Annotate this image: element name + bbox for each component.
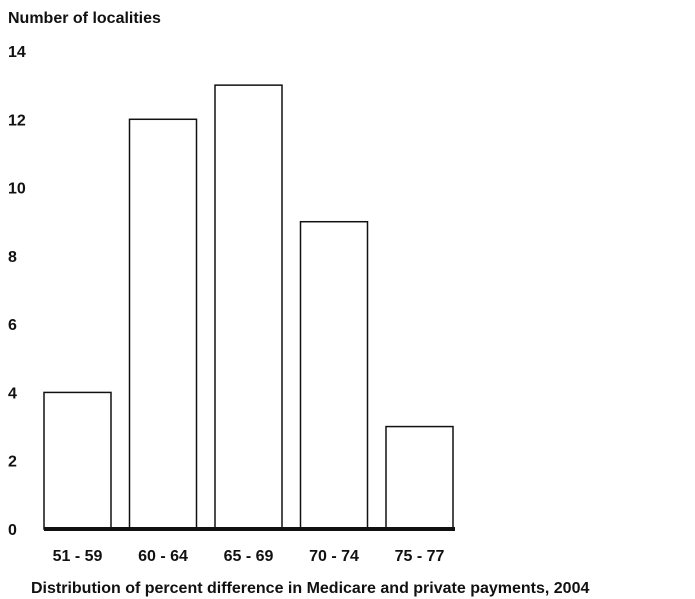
x-tick-label: 75 - 77	[395, 548, 445, 565]
y-tick-label: 12	[8, 112, 26, 129]
bar-60-64	[130, 119, 197, 529]
y-tick-label: 4	[8, 385, 17, 402]
x-axis-label: Distribution of percent difference in Me…	[31, 580, 589, 597]
y-axis-label: Number of localities	[8, 10, 161, 27]
y-axis-ticks: 0 2 4 6 8 10 12 14	[8, 44, 26, 539]
x-tick-label: 60 - 64	[138, 548, 188, 565]
bar-65-69	[215, 85, 282, 529]
y-tick-label: 8	[8, 249, 17, 266]
y-tick-label: 2	[8, 454, 17, 471]
y-tick-label: 14	[8, 44, 26, 61]
bar-75-77	[386, 427, 453, 529]
y-tick-label: 10	[8, 181, 26, 198]
x-axis-ticks: 51 - 59 60 - 64 65 - 69 70 - 74 75 - 77	[53, 548, 445, 565]
bars	[44, 85, 453, 529]
x-tick-label: 70 - 74	[309, 548, 359, 565]
bar-70-74	[301, 222, 368, 529]
y-tick-label: 0	[8, 522, 17, 539]
bar-51-59	[44, 392, 111, 529]
x-tick-label: 51 - 59	[53, 548, 103, 565]
y-tick-label: 6	[8, 317, 17, 334]
x-tick-label: 65 - 69	[224, 548, 274, 565]
